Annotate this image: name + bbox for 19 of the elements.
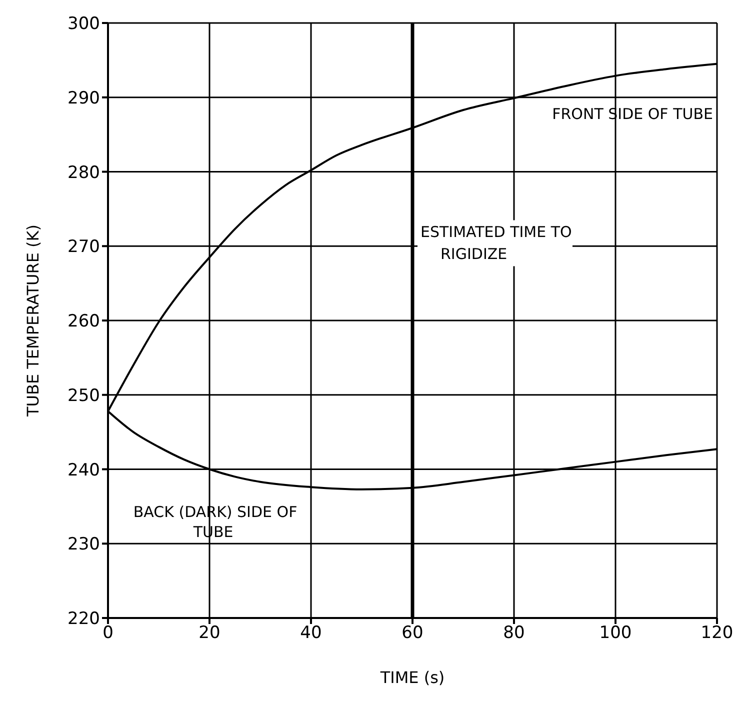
x-tick-label: 120 (700, 623, 734, 644)
x-tick-label: 20 (198, 623, 220, 644)
y-tick-label: 220 (68, 609, 100, 630)
y-tick-label: 260 (68, 312, 100, 332)
y-tick-label: 250 (68, 386, 100, 406)
ref-line-label: ESTIMATED TIME TO RIGIDIZE (420, 223, 572, 264)
y-tick-label: 300 (68, 14, 100, 34)
x-axis-title: TIME (s) (379, 668, 445, 687)
y-axis-title: TUBE TEMPERATURE (K) (24, 224, 43, 418)
y-tick-label: 270 (68, 237, 100, 258)
y-tick-label: 290 (68, 88, 100, 108)
y-tick-label: 230 (68, 534, 100, 555)
y-tick-label: 240 (68, 460, 100, 480)
y-tick-label: 280 (68, 162, 100, 183)
x-tick-label: 40 (300, 623, 322, 644)
x-tick-label: 80 (503, 623, 525, 644)
x-tick-label: 60 (402, 623, 424, 644)
x-tick-label: 100 (599, 623, 632, 644)
x-tick-label: 0 (102, 623, 114, 644)
